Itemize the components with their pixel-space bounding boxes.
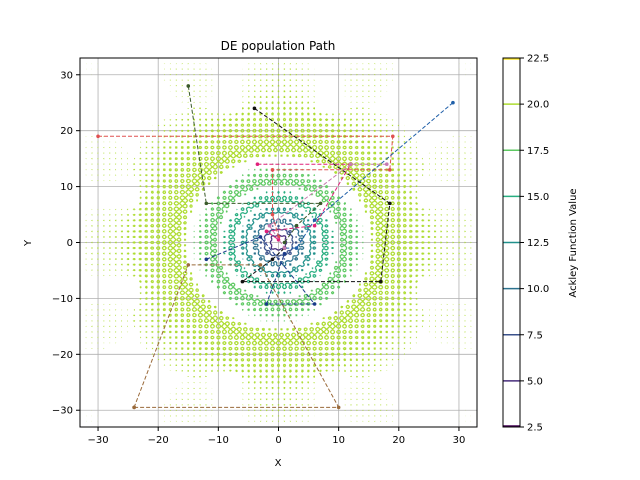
path-point [348,162,353,167]
path-line-1 [284,102,454,249]
x-tick-label: 0 [275,435,281,446]
colorbar-tick-label: 17.5 [527,146,549,157]
y-tick-label: 30 [60,70,73,81]
path-point [204,257,209,262]
path-point [96,134,100,139]
path-point [387,168,392,172]
contour-lines [85,62,472,423]
colorbar-tick-label: 15.0 [527,192,549,203]
y-tick-label: 10 [60,182,73,193]
path-point [252,106,257,111]
chart-title: DE population Path [221,39,336,53]
path-point [312,223,317,228]
population-paths [96,84,455,410]
x-tick-label: −20 [148,435,169,446]
path-point [294,246,299,250]
path-point [282,251,287,256]
colorbar-tick-label: 7.5 [527,330,543,341]
x-axis-label: X [275,458,282,469]
path-point [186,263,191,267]
path-point [258,263,263,267]
colorbar-tick-label: 5.0 [527,376,543,387]
x-tick-label: −10 [208,435,229,446]
y-tick-label: −10 [52,294,73,305]
path-point [312,218,317,222]
y-axis-label: Y [23,239,34,247]
path-point [387,201,392,206]
path-point [267,223,272,228]
path-point [312,302,317,306]
contour-level-2 [252,218,305,267]
path-point [282,240,287,245]
path-point [318,201,323,206]
path-line-0 [98,135,394,238]
x-tick-label: 10 [332,435,345,446]
x-tick-label: 20 [392,435,405,446]
colorbar-tick-label: 12.5 [527,238,549,249]
colorbar-tick-label: 20.0 [527,100,549,111]
path-point [294,223,299,228]
path-line-7 [268,163,387,249]
path-point [384,162,389,167]
colorbar-label: Ackley Function Value [568,188,579,297]
y-tick-label: −20 [52,350,73,361]
path-point [270,212,275,217]
path-point [255,162,260,167]
contour-level-4 [222,190,335,295]
path-point [132,405,136,410]
path-point [390,134,395,139]
path-point [240,279,245,284]
colorbar-tick-label: 22.5 [527,54,549,65]
colorbar-tick-label: 10.0 [527,284,549,295]
path-point [264,302,269,306]
path-point [336,405,341,410]
path-line-2 [187,85,322,243]
path-point [186,84,191,88]
y-tick-label: 20 [60,126,73,137]
path-point [378,279,383,284]
y-tick-label: 0 [67,238,73,249]
plot-area: −30 −20 −10 0 10 20 30 −30 −20 −10 0 10 20 30 [52,57,478,446]
path-point [276,237,281,242]
path-point [451,100,455,105]
x-tick-label: −30 [87,435,108,446]
path-point [282,246,287,250]
x-tick-label: 30 [453,435,466,446]
path-point [270,168,275,172]
colorbar-tick-label: 2.5 [527,423,543,434]
path-point [204,201,209,206]
colorbar: 2.5 5.0 7.5 10.0 12.5 15.0 17.5 20.0 22.5 [502,54,549,434]
path-point [258,235,263,239]
path-point [264,229,269,234]
y-tick-label: −30 [52,406,73,417]
path-line-3 [240,107,391,283]
path-point [270,257,275,262]
contour-level-6 [85,62,472,423]
